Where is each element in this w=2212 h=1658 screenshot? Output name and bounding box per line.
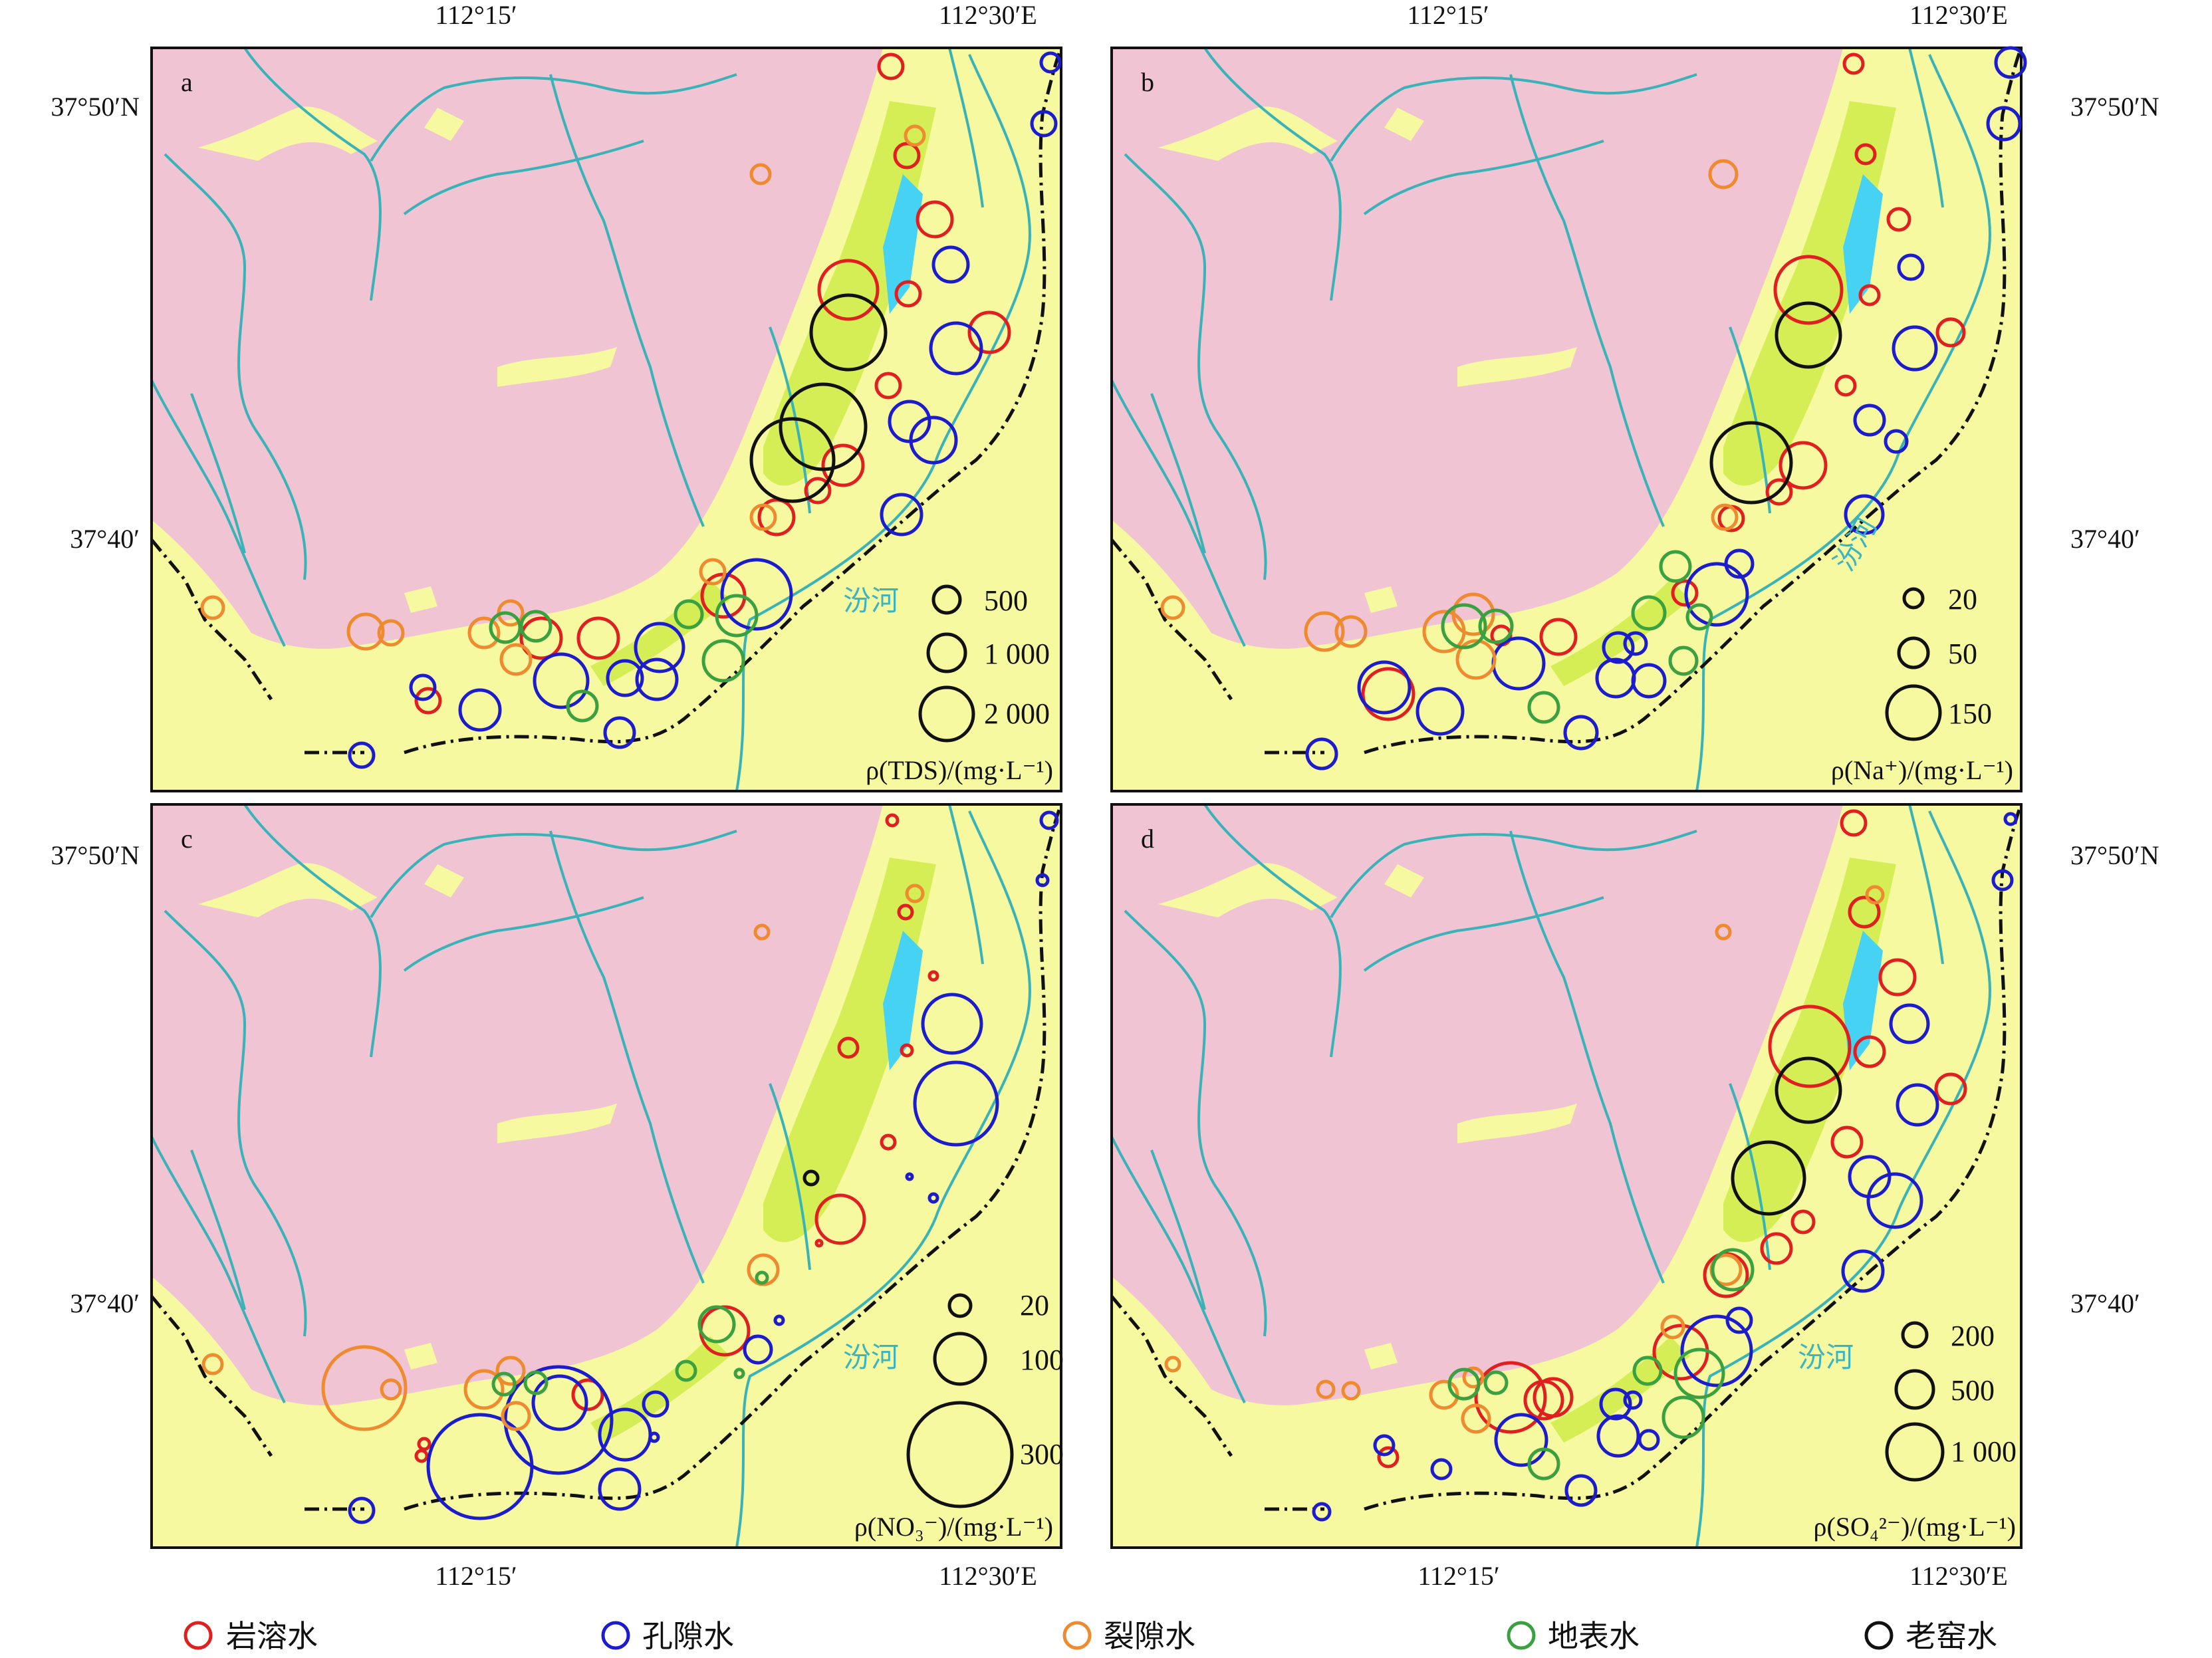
scale-label-2: 1 000 [984,638,1050,670]
sample-sites [1160,46,2027,770]
sample-sites [200,51,1062,769]
scale-label-1: 500 [984,584,1028,617]
scale-label-2: 500 [1951,1374,1995,1407]
lat-label-c-top: 37°50′N [51,840,140,870]
coordinate-labels: 112°15′ 112°30′E 112°15′ 112°30′E 37°50′… [51,0,2159,1591]
sample-sites [201,810,1059,1524]
scale-label-3: 150 [1948,697,1992,730]
unit-label: ρ(NO₃⁻)/(mg·L⁻¹) [854,1512,1053,1542]
panel-b: b [1112,46,2027,791]
panel-d: d [1112,804,2021,1548]
lat-label-b-top: 37°50′N [2070,92,2159,122]
unit-label: ρ(TDS)/(mg·L⁻¹) [866,755,1053,785]
legend-item-pore: 孔隙水 [601,1618,734,1654]
lon-label-a-left: 112°15′ [435,0,517,30]
lat-label-b-mid: 37°40′ [2070,524,2140,554]
legend-label: 孔隙水 [642,1618,734,1654]
unit-label: ρ(Na⁺)/(mg·L⁻¹) [1831,755,2013,785]
scale-legend [906,1293,1014,1508]
panel-label: b [1141,67,1154,97]
legend-item-surface: 地表水 [1507,1618,1640,1654]
sample-sites [1164,809,2018,1522]
lon-label-b-right: 112°30′E [1909,0,2008,30]
legend-item-fissure: 裂隙水 [1062,1618,1195,1654]
lon-label-b-left: 112°15′ [1407,0,1489,30]
unit-label: ρ(SO₄²⁻)/(mg·L⁻¹) [1813,1512,2016,1542]
panel-label: a [181,67,193,97]
river-label: 汾河 [843,1341,899,1373]
lat-label-a-top: 37°50′N [51,92,140,122]
legend-label: 地表水 [1548,1618,1640,1654]
river-label: 汾河 [1798,1341,1854,1373]
scale-label-1: 20 [1020,1289,1049,1322]
scale-legend [1885,1321,1945,1482]
lon-label-d-left: 112°15′ [1417,1561,1499,1591]
lat-label-a-mid: 37°40′ [70,524,140,554]
legend-label: 老窑水 [1905,1618,1997,1654]
scale-label-2: 50 [1948,638,1977,670]
lat-label-d-top: 37°50′N [2070,840,2159,870]
scale-label-2: 100 [1020,1344,1064,1376]
panel-label: d [1141,824,1154,854]
scale-legend [1885,587,1942,741]
legend-item-mine: 老窑水 [1864,1618,1997,1654]
scale-legend [918,584,975,743]
scale-label-1: 200 [1951,1320,1995,1352]
panel-a: a [152,48,1061,791]
scale-label-3: 2 000 [984,697,1050,730]
panel-c: c 20 [152,804,1064,1548]
legend: 岩溶水 孔隙水 裂隙水 地表水 老窑水 [184,1618,1997,1654]
panel-label: c [181,824,193,854]
river-label: 汾河 [843,584,899,617]
lon-label-d-right: 112°30′E [1909,1561,2008,1591]
scale-label-1: 20 [1948,583,1977,616]
lat-label-c-mid: 37°40′ [70,1288,140,1318]
scale-label-3: 1 000 [1951,1435,2017,1468]
scale-label-3: 300 [1020,1438,1064,1471]
lon-label-c-left: 112°15′ [435,1561,517,1591]
legend-label: 岩溶水 [226,1618,318,1654]
legend-item-karst: 岩溶水 [184,1618,318,1654]
lat-label-d-mid: 37°40′ [2070,1288,2140,1318]
legend-label: 裂隙水 [1104,1618,1195,1654]
lon-label-c-right: 112°30′E [939,1561,1037,1591]
lon-label-a-right: 112°30′E [939,0,1037,30]
